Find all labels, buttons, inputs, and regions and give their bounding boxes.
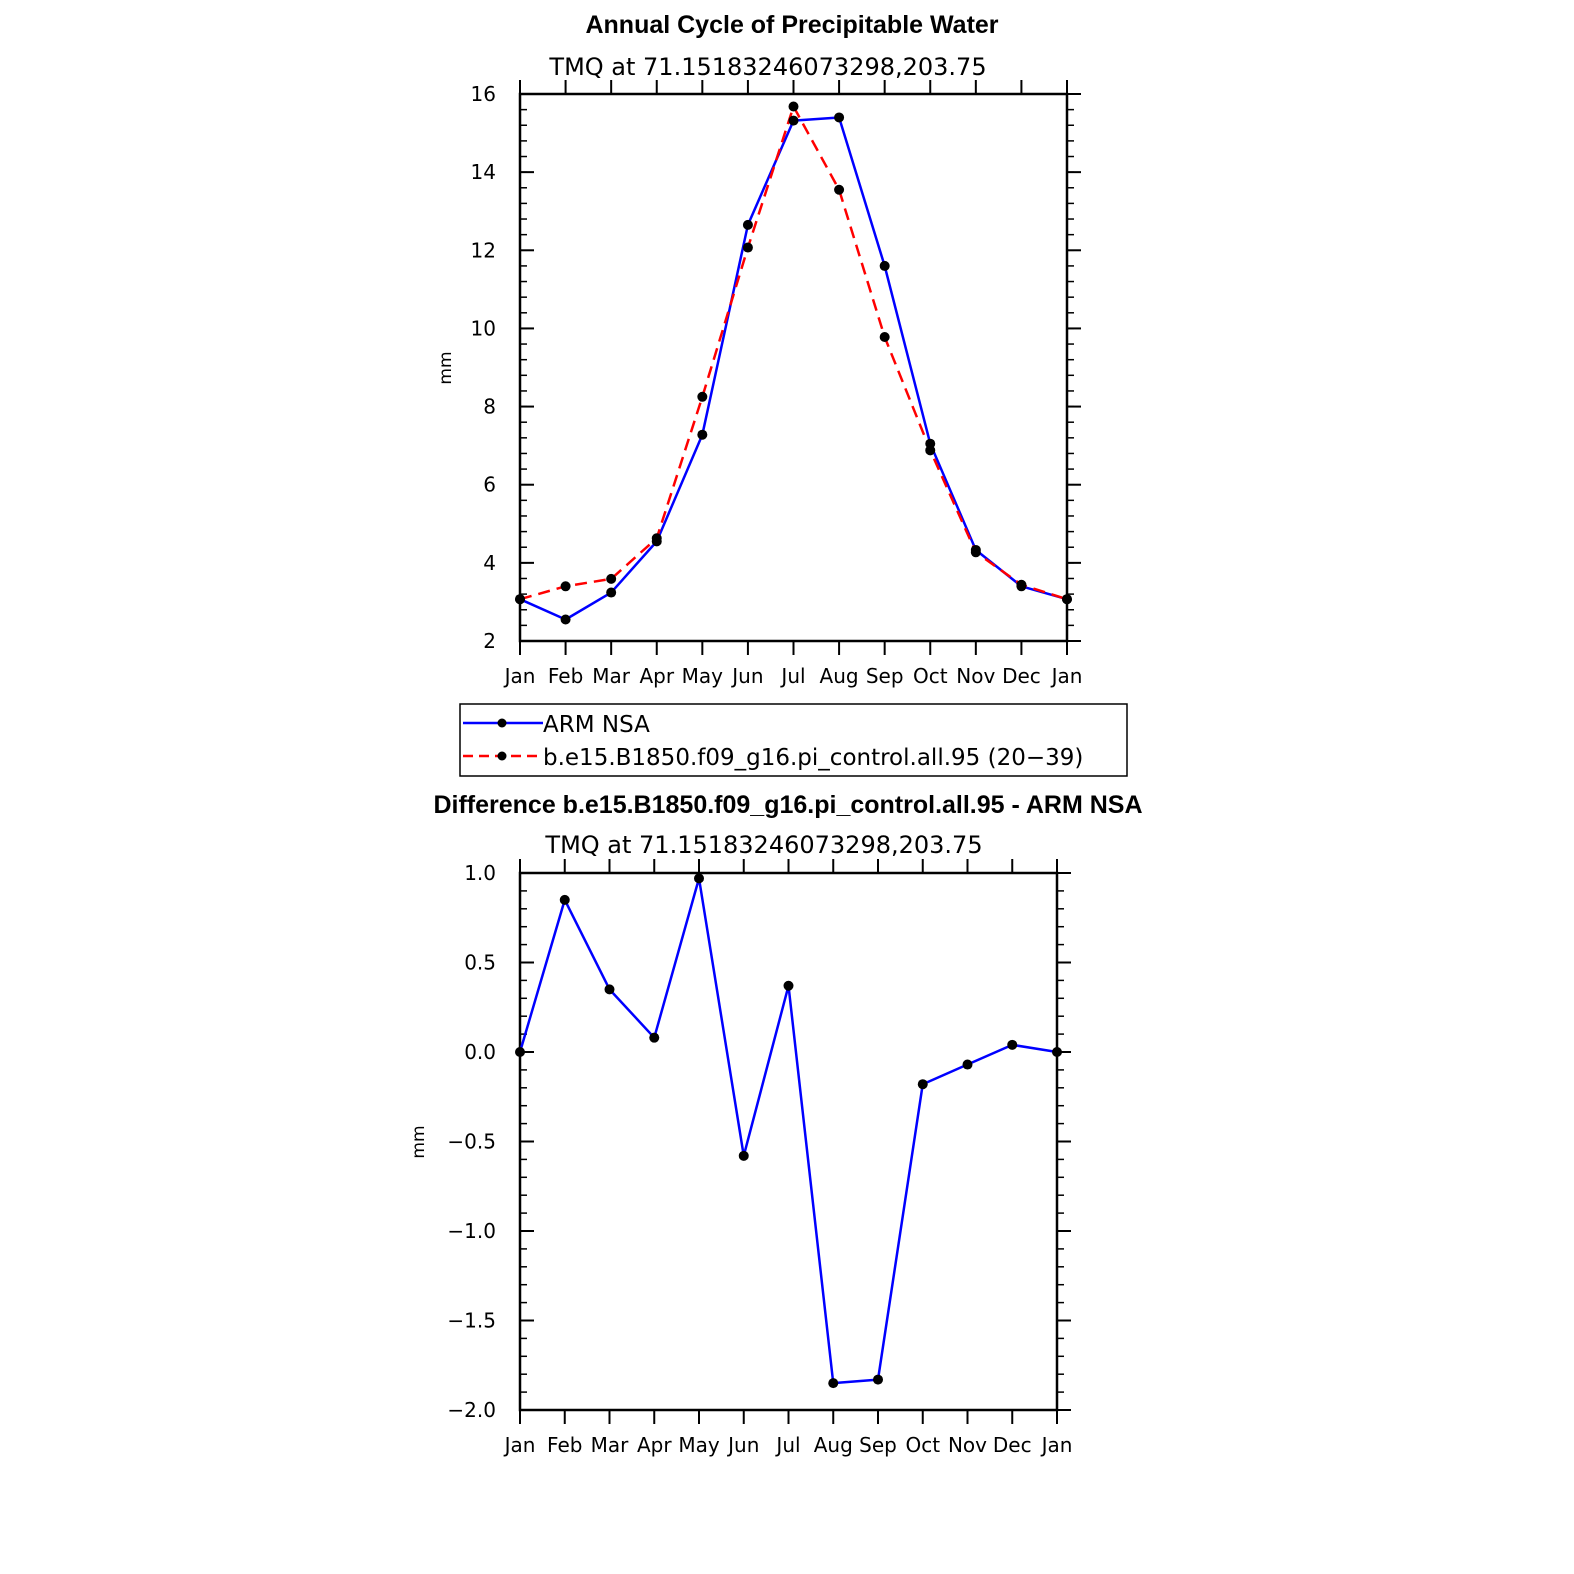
x-tick-label: Jun — [730, 664, 763, 688]
data-point — [1062, 594, 1072, 605]
x-tick-label: Mar — [592, 664, 631, 688]
data-point — [879, 332, 890, 343]
x-tick-label: Apr — [639, 664, 674, 688]
data-point — [1016, 579, 1027, 590]
x-tick-label: Sep — [859, 1433, 897, 1457]
x-tick-label: Dec — [993, 1433, 1032, 1457]
y-tick-label: 16 — [471, 82, 496, 106]
y-tick-label: −1.5 — [447, 1309, 496, 1333]
data-point — [1007, 1039, 1018, 1050]
x-tick-label: Jul — [779, 664, 805, 688]
data-point — [515, 594, 525, 605]
data-point — [604, 984, 615, 995]
data-point — [649, 1032, 660, 1043]
legend-marker-obs — [497, 718, 507, 728]
data-point — [742, 219, 753, 230]
plot-area-annual-cycle: 2 4 6 8 10 12 14 16 Jan Feb Mar Apr May Jun Jul Aug Sep O… — [471, 80, 1083, 688]
x-tick-label: Apr — [637, 1433, 672, 1457]
x-tick-label: Oct — [913, 664, 948, 688]
data-point — [970, 547, 981, 558]
data-point — [783, 980, 794, 991]
legend-entry-obs: ARM NSA — [543, 712, 650, 738]
data-point — [917, 1079, 928, 1090]
data-point — [559, 894, 570, 905]
series-line-0 — [518, 877, 1058, 1385]
data-point — [834, 184, 845, 195]
x-tick-label: May — [678, 1433, 720, 1457]
y-tick-label: 12 — [471, 238, 496, 262]
plot-area-difference: −2.0 −1.5 −1.0 −0.5 0.0 0.5 1.0 Jan Feb Mar Apr May… — [447, 859, 1072, 1457]
y-tick-label: 1.0 — [464, 861, 496, 885]
x-tick-label: Feb — [548, 664, 583, 688]
x-tick-label: Nov — [956, 664, 995, 688]
x-tick-label: Jan — [503, 1433, 536, 1457]
y-tick-label: 0.0 — [464, 1040, 496, 1064]
data-point — [1052, 1047, 1062, 1057]
data-point — [962, 1059, 973, 1070]
data-point — [788, 115, 799, 126]
x-tick-label: Sep — [866, 664, 904, 688]
x-tick-label: Jan — [1050, 664, 1083, 688]
legend: ARM NSA b.e15.B1850.f09_g16.pi_control.a… — [459, 703, 1128, 777]
chart-title: Annual Cycle of Precipitable Water — [585, 11, 998, 39]
plot-frame — [518, 92, 1069, 643]
x-tick-label: Aug — [814, 1433, 853, 1457]
chart-annual-cycle: Annual Cycle of Precipitable Water TMQ a… — [436, 11, 1128, 777]
data-point — [828, 1378, 839, 1389]
series-line-1 — [519, 105, 1068, 601]
data-point — [694, 873, 704, 884]
x-tick-label: Jan — [503, 664, 536, 688]
data-point — [606, 587, 617, 598]
legend-entry-model: b.e15.B1850.f09_g16.pi_control.all.95 (2… — [543, 745, 1083, 771]
data-point — [873, 1374, 883, 1385]
x-tick-label: Jul — [774, 1433, 800, 1457]
y-tick-label: −1.0 — [447, 1219, 496, 1243]
x-tick-label: Mar — [591, 1433, 630, 1457]
x-tick-label: Jan — [1040, 1433, 1073, 1457]
legend-box — [459, 703, 1128, 777]
chart-title: Difference b.e15.B1850.f09_g16.pi_contro… — [433, 791, 1142, 819]
data-point — [879, 260, 890, 271]
y-tick-label: 6 — [483, 473, 496, 497]
series-line-0 — [519, 116, 1068, 621]
x-tick-label: Aug — [820, 664, 859, 688]
data-point — [560, 581, 571, 592]
plot-frame — [518, 871, 1059, 1412]
y-axis-label: mm — [436, 351, 456, 384]
data-point — [515, 1047, 525, 1057]
x-tick-label: Oct — [905, 1433, 940, 1457]
y-tick-label: −2.0 — [447, 1398, 496, 1422]
y-axis-label: mm — [409, 1125, 429, 1158]
x-tick-label: Feb — [547, 1433, 582, 1457]
chart-subtitle: TMQ at 71.15183246073298,203.75 — [548, 53, 986, 81]
data-point — [651, 533, 662, 544]
y-tick-label: 4 — [483, 551, 496, 575]
y-tick-label: 8 — [483, 395, 496, 419]
data-point — [738, 1150, 749, 1161]
data-point — [925, 445, 936, 456]
y-tick-label: 10 — [471, 316, 496, 340]
data-point — [606, 573, 617, 584]
y-tick-label: −0.5 — [447, 1130, 496, 1154]
chart-difference: Difference b.e15.B1850.f09_g16.pi_contro… — [409, 791, 1143, 1457]
data-point — [834, 112, 845, 123]
data-point — [788, 101, 799, 112]
data-point — [697, 429, 708, 440]
x-tick-label: Jun — [726, 1433, 759, 1457]
data-point — [697, 391, 708, 402]
x-tick-label: Dec — [1002, 664, 1041, 688]
x-tick-label: Nov — [948, 1433, 987, 1457]
y-tick-label: 0.5 — [464, 951, 496, 975]
data-point — [560, 614, 571, 625]
x-tick-label: May — [682, 664, 724, 688]
chart-subtitle: TMQ at 71.15183246073298,203.75 — [544, 831, 982, 859]
y-tick-label: 2 — [483, 629, 496, 653]
data-point — [742, 242, 753, 253]
legend-marker-model — [497, 751, 507, 761]
y-tick-label: 14 — [471, 160, 496, 184]
